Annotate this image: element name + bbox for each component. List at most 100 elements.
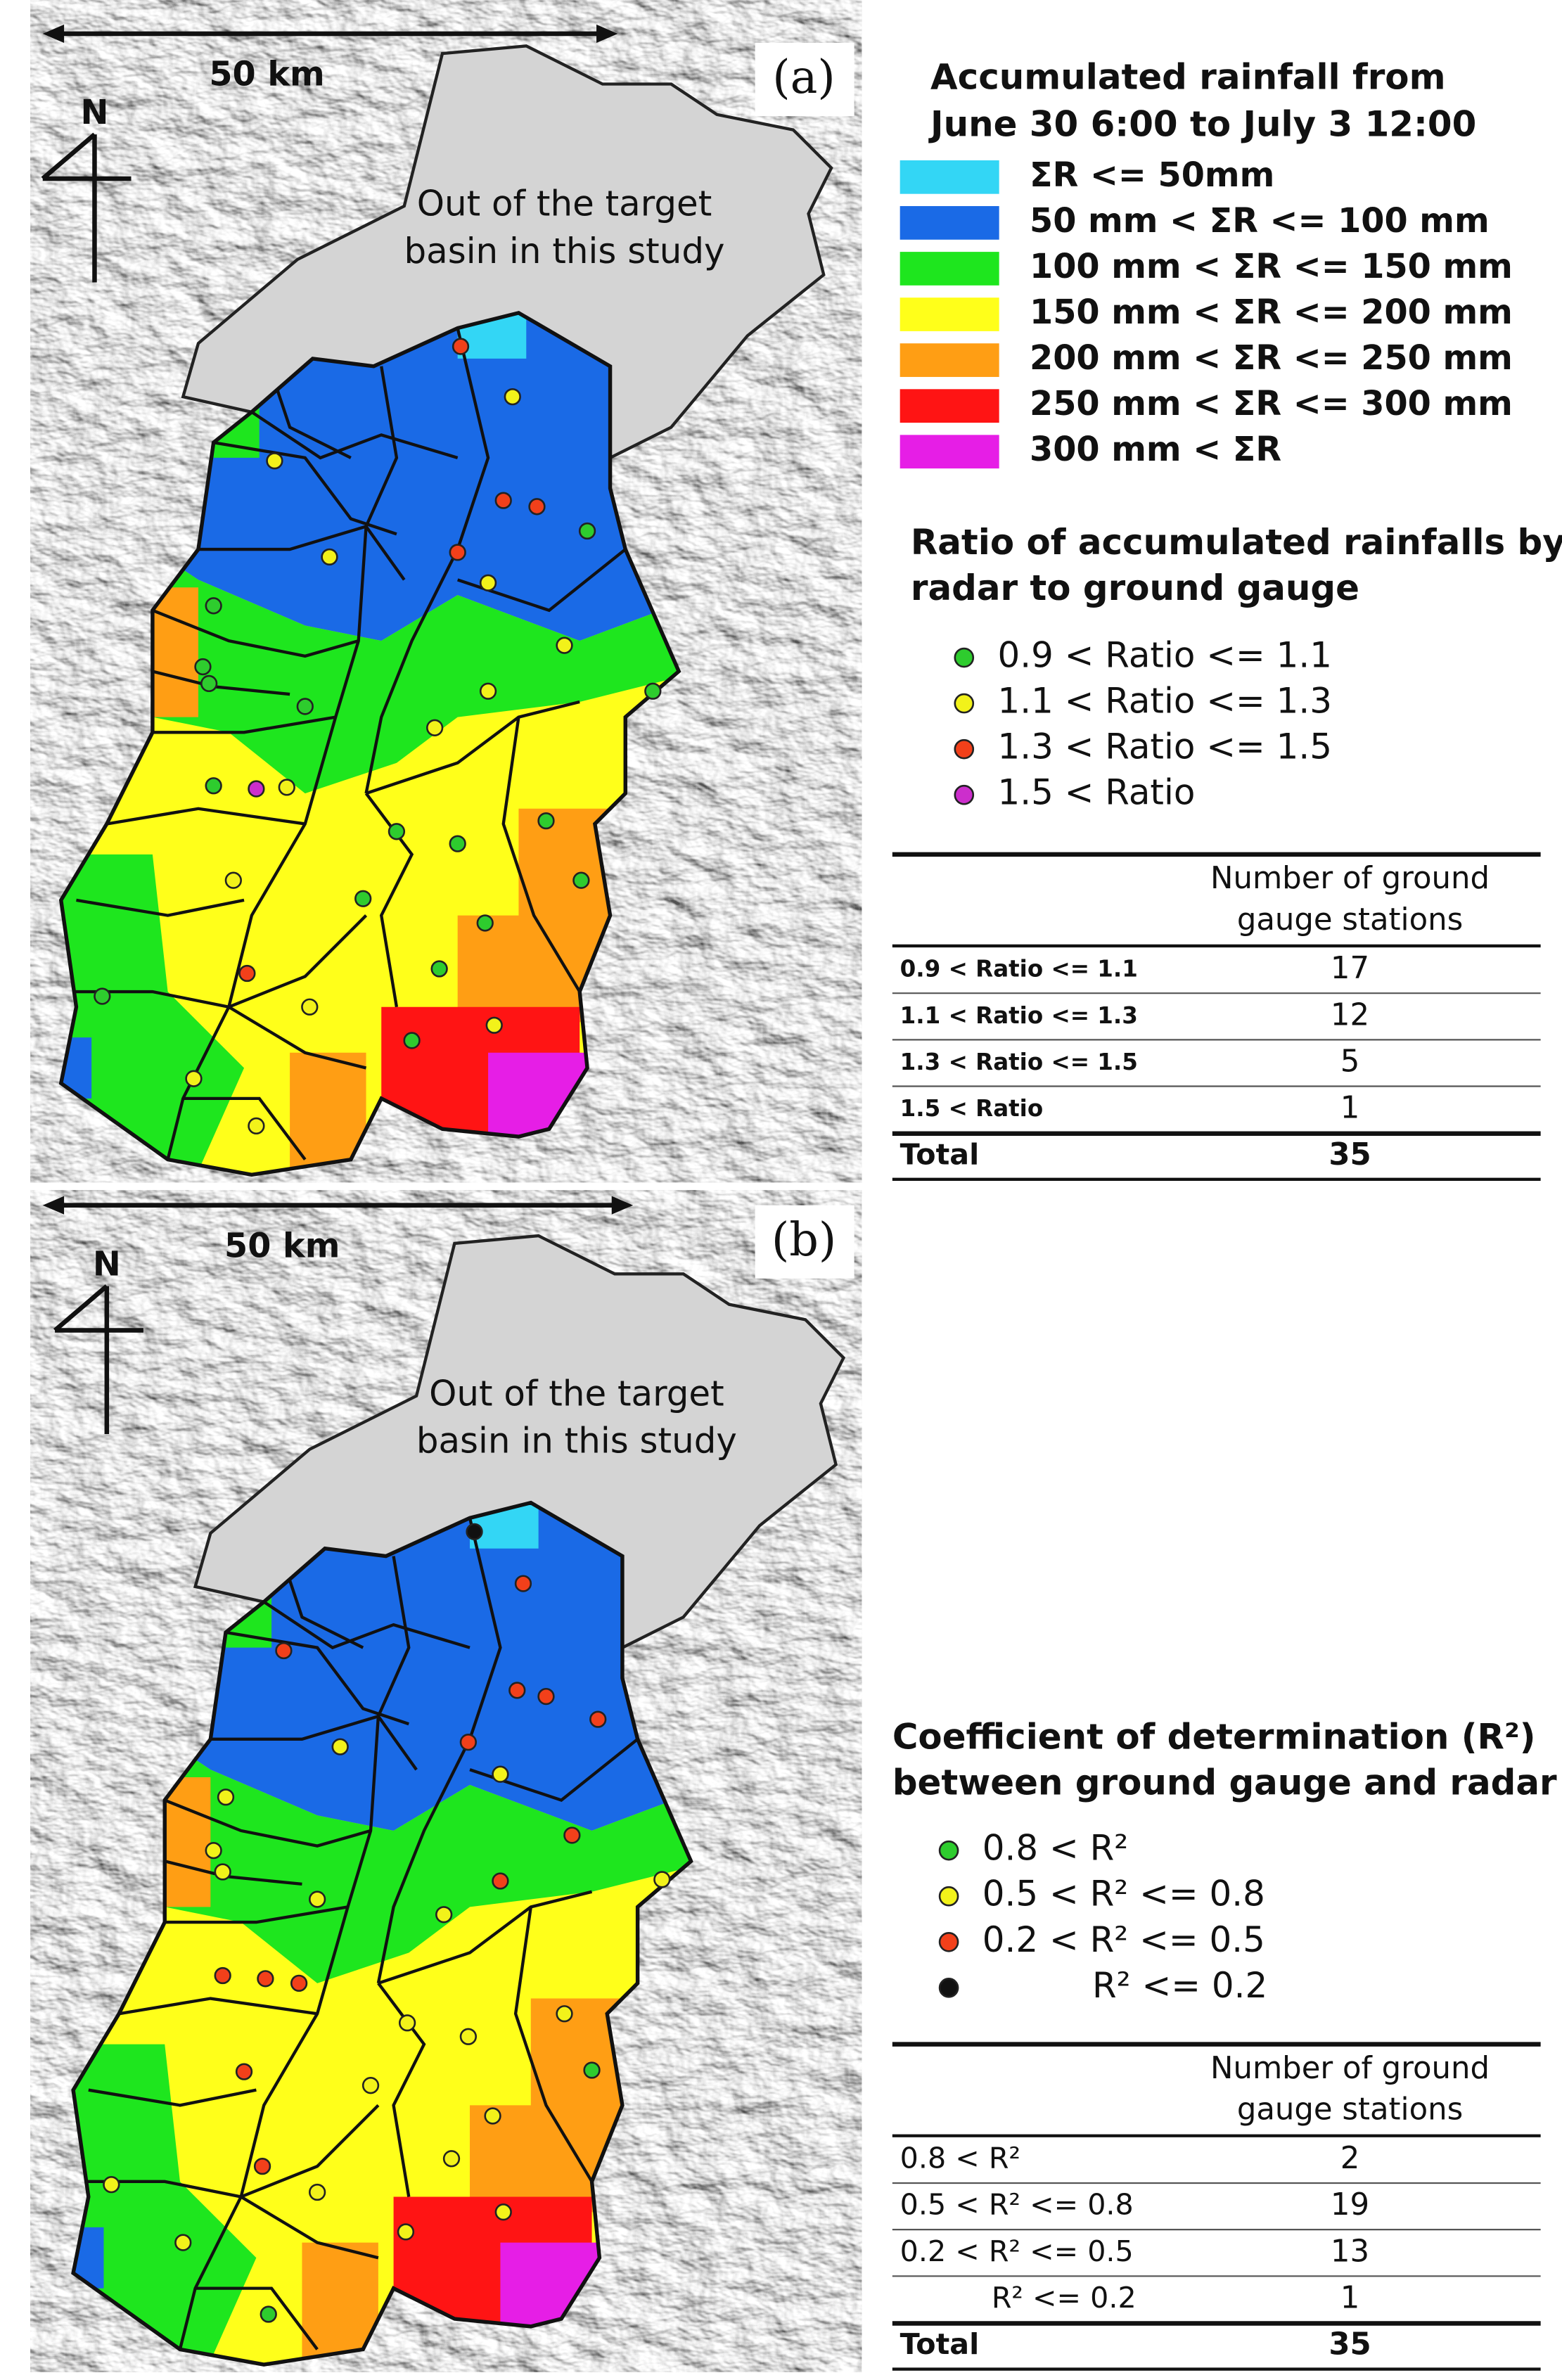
subbasin-boundary [225,1630,409,1726]
rainfall-zone [165,1502,691,1831]
station-legend-title: between ground gauge and radar [892,1762,1557,1803]
table-total-value: 35 [1329,1137,1371,1172]
rainfall-zone [470,1502,539,1549]
subbasin-boundary [364,328,490,794]
north-label: N [81,94,109,132]
legend-label: 150 mm < ΣR <= 200 mm [1030,293,1513,332]
subbasin-boundary [228,914,368,1009]
table-cell: 13 [1331,2234,1369,2269]
station [308,1890,326,1908]
table-cell: 12 [1331,997,1369,1032]
subbasin-boundary [377,1982,426,2197]
rainfall-zone [152,549,679,794]
station [235,2063,253,2080]
outside-label: Out of the target [429,1373,724,1414]
table-cell: 0.8 < R² [900,2141,1020,2175]
station [308,2183,326,2201]
subbasin-boundary [198,524,406,581]
subbasin-boundary [164,1798,371,1848]
table-cell: 2 [1340,2141,1360,2176]
station [194,658,212,676]
scale-arrow [611,1196,634,1215]
subbasin-boundary [178,1556,411,2350]
table-cell: R² <= 0.2 [992,2281,1137,2315]
legend-swatch [900,160,999,194]
subbasin-boundary [273,380,352,459]
station [452,338,470,355]
scale-arrow [42,24,65,43]
station [103,2176,120,2194]
legend-label: 300 mm < ΣR [1030,430,1281,469]
station [492,1872,509,1890]
station [494,492,512,509]
station [572,871,590,889]
station [578,522,596,540]
table-header: gauge stations [1237,902,1463,938]
rainfall-zone [60,1037,92,1099]
station [466,1523,483,1540]
station [174,2234,192,2251]
station [257,1970,274,1988]
subbasin-boundary [513,1907,594,2182]
station [556,2005,573,2023]
rainfall-zone [457,312,527,359]
station [205,777,222,795]
legend-label: 1.5 < Ratio [997,772,1195,813]
station [361,2077,380,2094]
subbasin-boundary [152,715,336,734]
subbasin-boundary [210,1714,418,1771]
station [484,2107,501,2125]
station [296,698,314,715]
legend-swatch [900,298,999,331]
station [248,1117,265,1135]
subbasin-boundary [285,1570,364,1649]
legend-label: 250 mm < ΣR <= 300 mm [1030,385,1513,423]
station [260,2305,277,2323]
station [459,2028,478,2045]
scale-arrow [42,1196,65,1215]
north-label: N [93,1245,121,1284]
subbasin-boundary [195,2286,319,2350]
station [426,719,444,736]
panel-label: (b) [772,1214,836,1267]
subbasin-boundary [88,2088,257,2107]
station [94,987,111,1005]
station [508,1682,526,1699]
station [459,1734,478,1751]
table-cell: 1 [1340,2280,1360,2315]
station [224,871,242,889]
legend-label: R² <= 0.2 [1092,1965,1267,2006]
station [492,1765,509,1783]
station [449,835,466,852]
subbasin-boundary [213,441,397,536]
scale-label: 50 km [224,1227,340,1265]
subbasin-boundary [166,366,399,1160]
table-cell: 1.1 < Ratio <= 1.3 [900,1002,1138,1029]
table-cell: 0.2 < R² <= 0.5 [900,2234,1134,2268]
station-legend-title: radar to ground gauge [911,568,1359,608]
subbasin-boundary [165,1905,348,1924]
legend-marker [938,1978,959,1998]
subbasin-boundary [118,1997,318,2016]
subbasin-boundary [364,792,414,1008]
subbasin-boundary [240,2195,379,2260]
legend-marker [954,693,975,714]
station [278,779,295,796]
station [479,682,497,700]
station [476,914,494,932]
legend-label: 0.5 < R² <= 0.8 [982,1874,1265,1914]
subbasin-boundary [106,807,306,826]
outside-label: basin in this study [416,1421,737,1461]
station [442,2150,461,2168]
outside-label: Out of the target [417,184,712,224]
scale-label: 50 km [209,56,324,94]
panel-label-box [755,1205,854,1279]
station [644,682,662,700]
legend-marker [938,1840,959,1861]
legend-label: 200 mm < ΣR <= 250 mm [1030,339,1513,378]
station [266,452,283,470]
table-cell: 1.5 < Ratio [900,1095,1044,1122]
legend-marker [938,1931,959,1952]
table-cell: 1.3 < Ratio <= 1.5 [900,1049,1138,1075]
station-legend-title: Ratio of accumulated rainfalls by [911,522,1562,563]
